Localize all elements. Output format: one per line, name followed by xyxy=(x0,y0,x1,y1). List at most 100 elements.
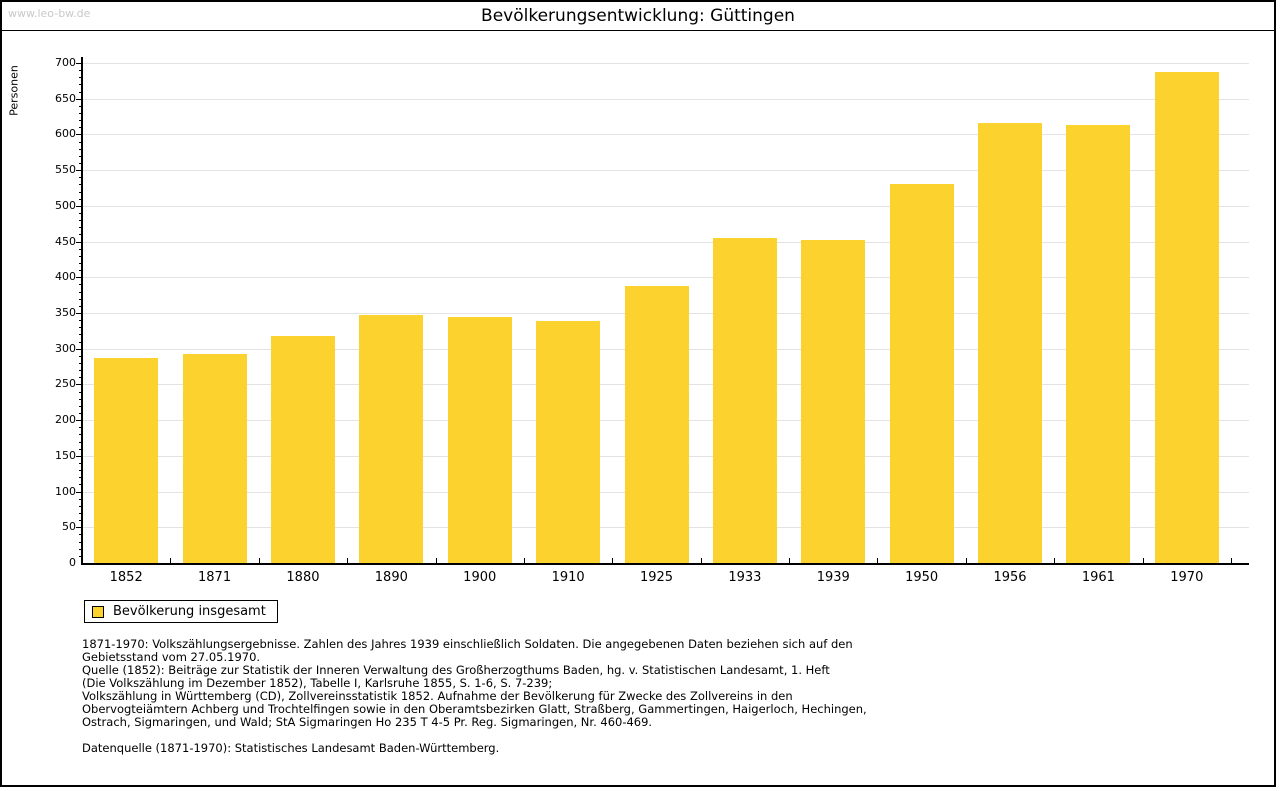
legend-swatch-icon xyxy=(92,605,104,618)
y-minor-tick xyxy=(79,270,82,272)
y-major-tick xyxy=(76,348,82,350)
y-minor-tick xyxy=(79,448,82,450)
y-tick-label: 400 xyxy=(55,270,76,284)
gridline xyxy=(82,63,1249,64)
y-major-tick xyxy=(76,491,82,493)
x-boundary-tick xyxy=(1142,558,1144,563)
y-minor-tick xyxy=(79,84,82,86)
y-major-tick xyxy=(76,241,82,243)
y-tick-label: 300 xyxy=(55,341,76,355)
x-boundary-tick xyxy=(1054,558,1056,563)
gridline xyxy=(82,98,1249,100)
y-minor-tick xyxy=(79,477,82,479)
bar xyxy=(801,240,866,563)
y-tick-label: 700 xyxy=(55,56,76,69)
y-major-tick xyxy=(76,170,82,172)
y-tick-label: 150 xyxy=(55,448,76,462)
x-boundary-tick xyxy=(258,558,260,563)
y-minor-tick xyxy=(79,177,82,179)
bar xyxy=(712,238,777,563)
gridline xyxy=(82,277,1249,279)
y-minor-tick xyxy=(79,441,82,443)
x-tick-label: 1871 xyxy=(198,570,232,585)
x-tick-label: 1970 xyxy=(1170,570,1204,585)
y-minor-tick xyxy=(79,470,82,472)
x-boundary-tick xyxy=(700,558,702,563)
legend: Bevölkerung insgesamt xyxy=(84,600,278,623)
x-boundary-tick xyxy=(347,558,349,563)
bar xyxy=(978,123,1043,563)
y-minor-tick xyxy=(79,263,82,264)
y-minor-tick xyxy=(79,284,82,286)
y-minor-tick xyxy=(79,498,82,500)
y-minor-tick xyxy=(79,548,82,550)
footnote-line: Volkszählung in Württemberg (CD), Zollve… xyxy=(82,689,793,703)
y-minor-tick xyxy=(79,220,82,222)
y-minor-tick xyxy=(79,248,82,250)
y-minor-tick xyxy=(79,327,82,329)
y-minor-tick xyxy=(79,227,82,229)
y-minor-tick xyxy=(79,363,82,364)
y-minor-tick xyxy=(79,127,82,129)
footnote-line: (Die Volkszählung im Dezember 1852), Tab… xyxy=(82,676,553,690)
y-minor-tick xyxy=(79,163,82,164)
x-tick-label: 1900 xyxy=(463,570,497,585)
footnote-line: Ostrach, Sigmaringen, und Wald; StA Sigm… xyxy=(82,715,653,729)
x-tick-label: 1852 xyxy=(109,570,143,585)
footnote-line: Obervogteiämtern Achberg und Trochtelfin… xyxy=(82,702,867,716)
y-minor-tick xyxy=(79,355,82,357)
y-tick-label: 250 xyxy=(55,377,76,391)
y-minor-tick xyxy=(79,141,82,143)
x-boundary-tick xyxy=(435,558,437,563)
y-major-tick xyxy=(76,420,82,422)
y-major-tick xyxy=(76,134,82,136)
y-minor-tick xyxy=(79,377,82,379)
y-minor-tick xyxy=(79,291,82,293)
watermark: www.leo-bw.de xyxy=(8,7,91,20)
footnote-lines: 1871-1970: Volkszählungsergebnisse. Zahl… xyxy=(82,638,867,729)
x-boundary-tick xyxy=(1231,558,1232,563)
bar-chart: Personen 50 100 150 200 250 300 350 400 450 500 55… xyxy=(2,32,1274,632)
y-minor-tick xyxy=(79,513,82,514)
y-minor-tick xyxy=(79,391,82,393)
bar xyxy=(1154,71,1219,563)
y-minor-tick xyxy=(79,105,82,107)
x-boundary-tick xyxy=(612,558,614,563)
y-minor-tick xyxy=(79,413,82,414)
x-boundary-tick xyxy=(965,558,967,563)
bar xyxy=(1066,125,1131,563)
y-minor-tick xyxy=(79,234,82,236)
y-major-tick xyxy=(76,384,82,386)
y-minor-tick xyxy=(79,198,82,200)
gridline xyxy=(82,170,1249,172)
y-minor-tick xyxy=(79,155,82,157)
bar xyxy=(182,353,247,563)
x-boundary-tick xyxy=(789,558,791,563)
bar xyxy=(624,285,689,563)
y-major-tick xyxy=(76,277,82,279)
bar xyxy=(447,316,512,563)
y-tick-label: 600 xyxy=(55,127,76,141)
y-minor-tick xyxy=(79,298,82,300)
y-minor-tick xyxy=(79,113,82,114)
x-tick-label: 1939 xyxy=(816,570,850,585)
y-minor-tick xyxy=(79,213,82,214)
y-tick-label: 100 xyxy=(55,484,76,498)
x-axis xyxy=(81,563,1249,565)
y-minor-tick xyxy=(79,463,82,464)
y-minor-tick xyxy=(79,305,82,307)
x-tick-label: 1880 xyxy=(286,570,320,585)
y-major-tick xyxy=(76,527,82,529)
y-minor-tick xyxy=(79,70,82,72)
gridline xyxy=(82,241,1249,243)
y-minor-tick xyxy=(79,120,82,122)
y-tick-label: 550 xyxy=(55,163,76,177)
x-tick-label: 1961 xyxy=(1081,570,1115,585)
y-axis-title: Personen xyxy=(7,65,21,116)
x-boundary-tick xyxy=(877,558,879,563)
y-axis xyxy=(81,57,83,565)
x-tick-label: 1890 xyxy=(374,570,408,585)
x-boundary-tick xyxy=(170,558,172,563)
bar xyxy=(889,183,954,563)
